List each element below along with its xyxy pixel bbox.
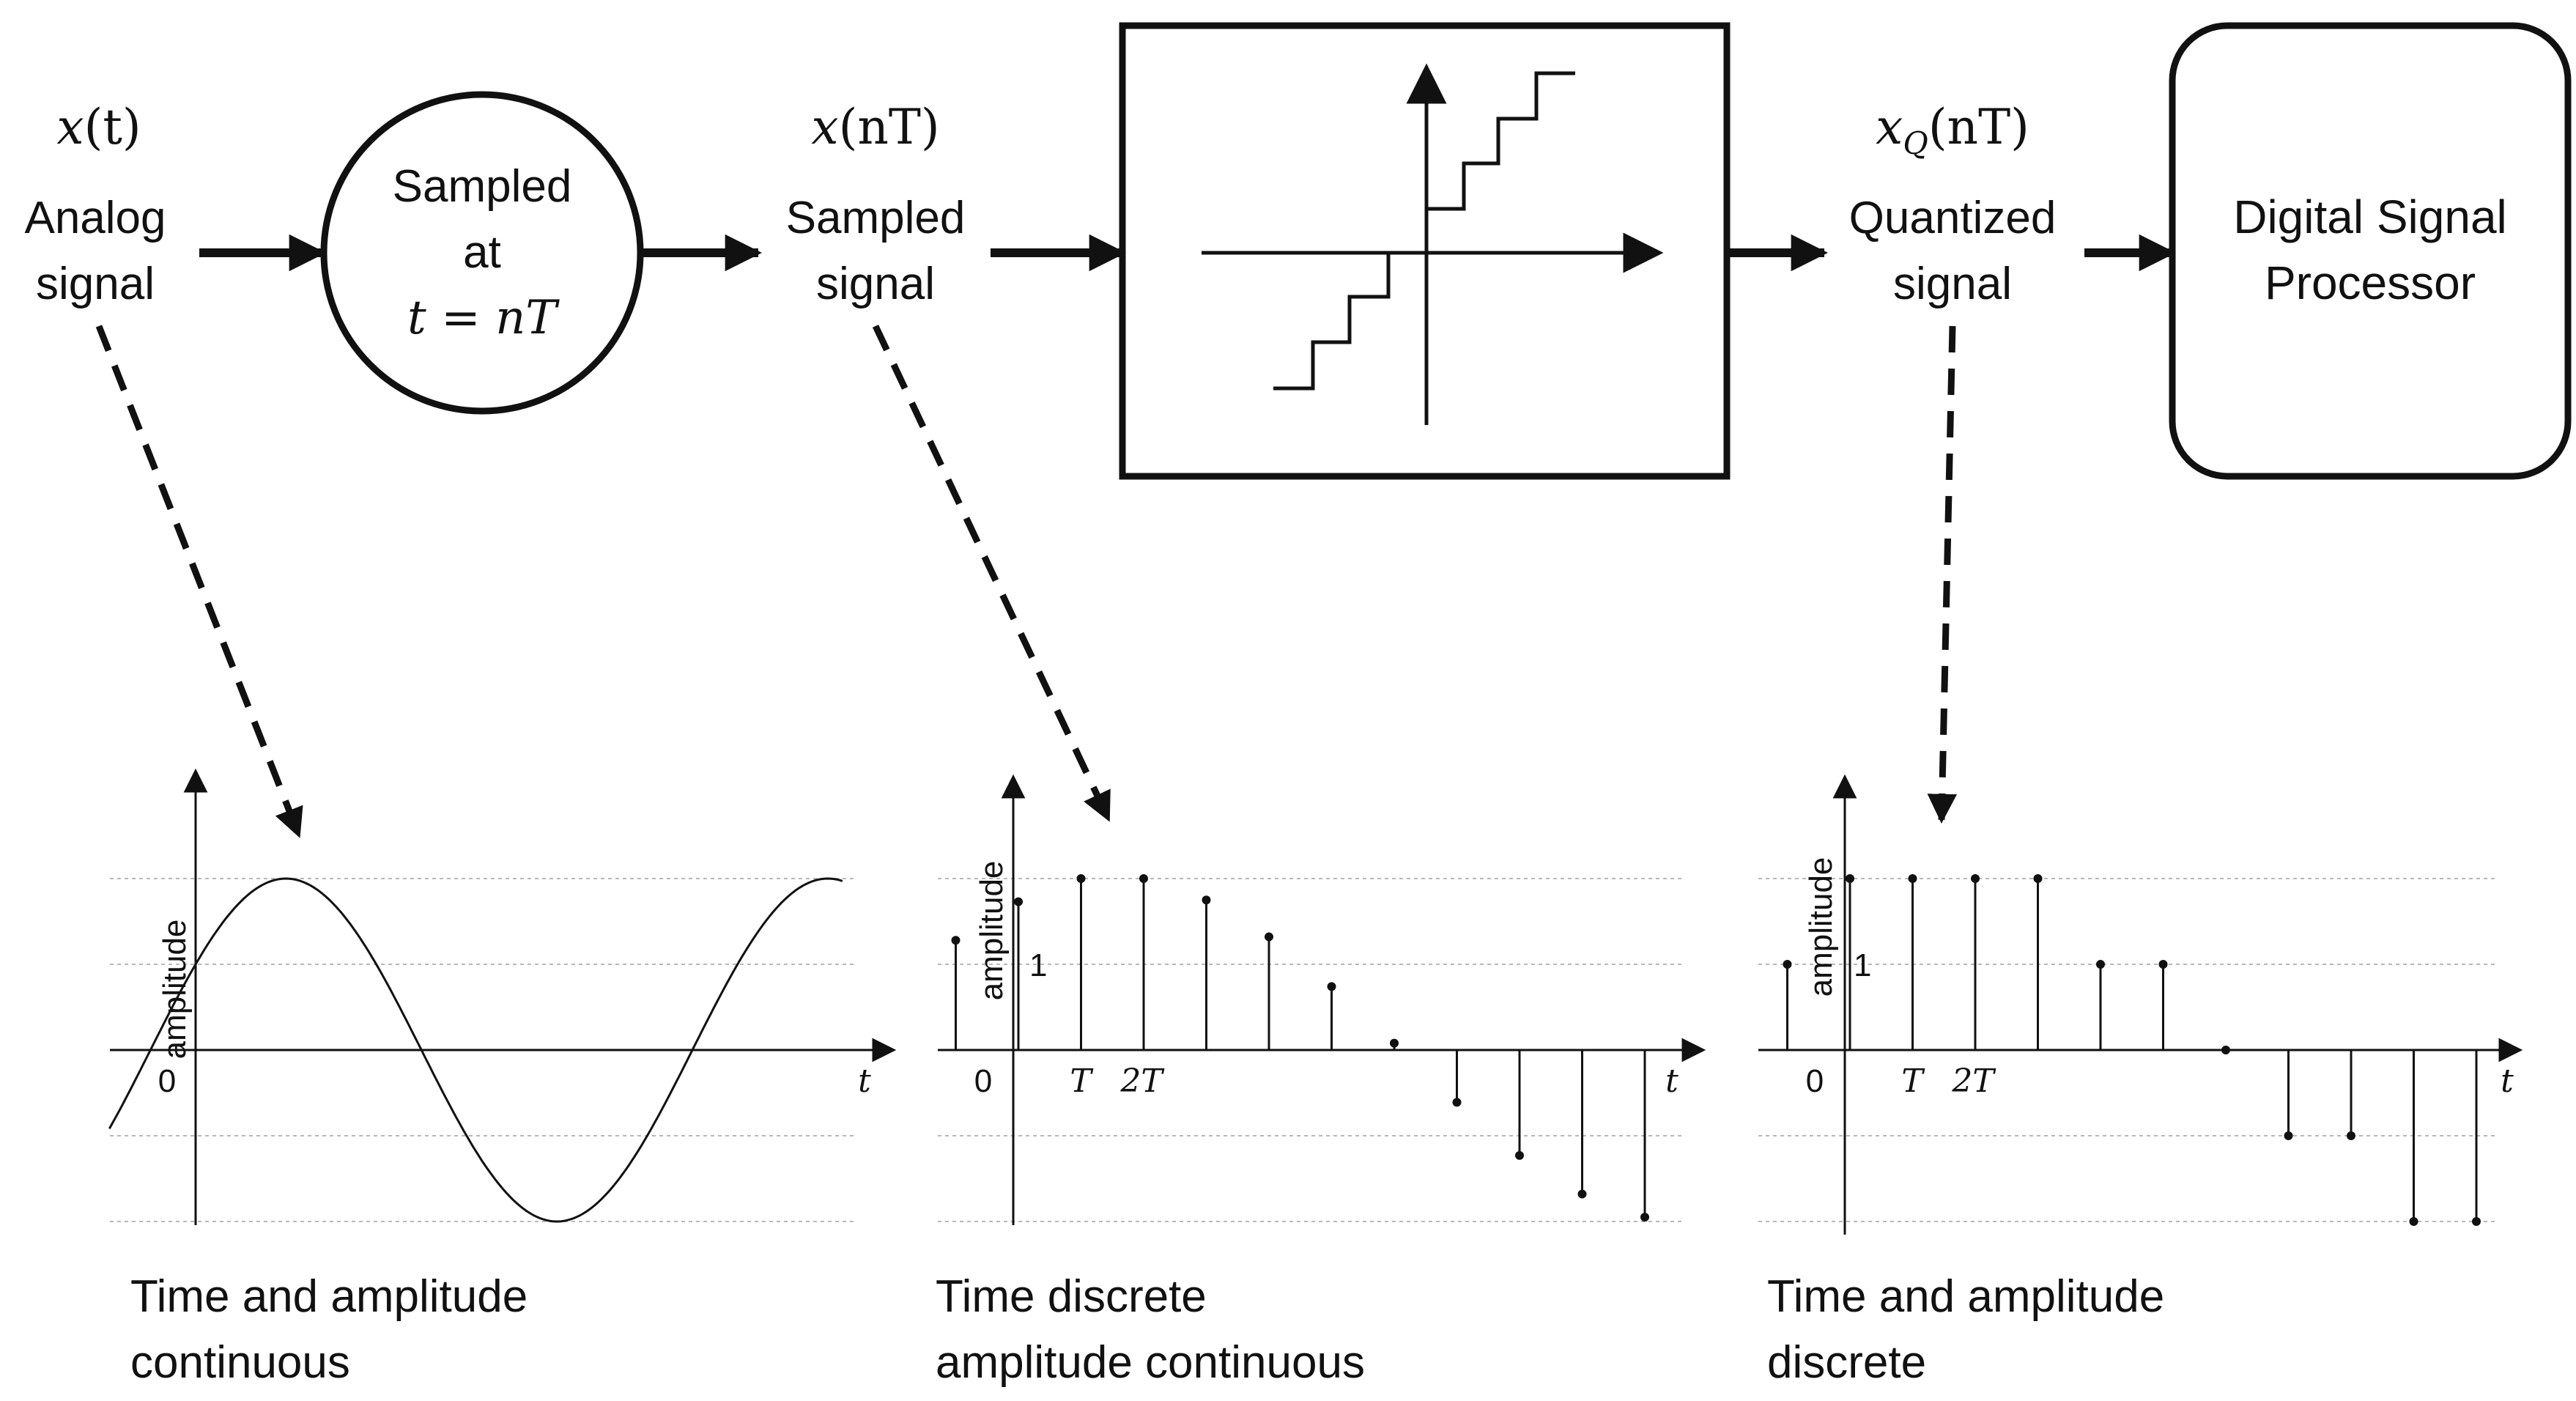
stem-marker: [1452, 1098, 1462, 1107]
plot-sampled-origin-label: 0: [974, 1063, 992, 1099]
quantizer-box: [1119, 22, 1731, 480]
dsp-line1: Digital Signal: [2233, 191, 2507, 243]
stem-marker: [1202, 895, 1211, 905]
plot-quantized-xlabel: t: [2501, 1062, 2514, 1100]
sampler-line1: Sampled: [393, 161, 572, 212]
stem-marker: [2409, 1217, 2418, 1226]
plot-sampled-stems: [951, 874, 1649, 1222]
quantizer-staircase: [1273, 71, 1575, 391]
plot-analog-xlabel: t: [858, 1062, 871, 1100]
stem-marker: [1139, 874, 1148, 883]
plot-sampled-caption-2: amplitude continuous: [936, 1337, 1365, 1388]
analog-line2: signal: [36, 259, 155, 309]
quantized-signal-label: xQ(nT) Quantized signal: [1849, 99, 2057, 309]
stem-marker: [2096, 960, 2105, 969]
stem-marker: [1076, 874, 1086, 883]
stem-marker: [2347, 1131, 2355, 1140]
plot-quantized-tick-T: T: [1901, 1062, 1925, 1100]
plot-quantized: amplitude 1 0 T 2T t Time and amplitude …: [1758, 774, 2523, 1388]
sampled-symbol: x(nT): [811, 99, 939, 155]
plot-sampled: amplitude 1 0 T 2T t Time discrete ampli…: [936, 774, 1706, 1388]
plot-analog-caption-1: Time and amplitude: [130, 1271, 528, 1322]
stem-marker: [2158, 960, 2168, 969]
plot-analog-grid: [110, 878, 857, 1222]
dashed-pointer-quantized: [1927, 325, 1958, 824]
sampler-circle: Sampled at t = nT: [320, 91, 644, 415]
plot-quantized-y1-label: 1: [1854, 947, 1871, 983]
plot-quantized-caption-1: Time and amplitude: [1767, 1271, 2164, 1322]
stem-marker: [951, 936, 961, 945]
sampled-line1: Sampled: [786, 193, 966, 243]
plot-analog-curve: [108, 877, 843, 1223]
plot-quantized-stems: [1783, 874, 2481, 1226]
analog-symbol: x(t): [56, 99, 141, 155]
analog-signal-label: x(t) Analog signal: [24, 99, 166, 309]
plot-quantized-tick-2T: 2T: [1951, 1062, 1996, 1100]
stem-marker: [1265, 932, 1273, 942]
plot-sampled-xlabel: t: [1665, 1062, 1679, 1100]
stem-marker: [2033, 874, 2043, 883]
sampled-line2: signal: [816, 259, 935, 309]
sampled-signal-label: x(nT) Sampled signal: [786, 99, 966, 309]
stem-marker: [1640, 1213, 1649, 1222]
plot-sampled-y1-label: 1: [1029, 947, 1047, 983]
stem-marker: [2472, 1217, 2481, 1226]
analog-signal-curve: [108, 877, 843, 1223]
stem-marker: [1515, 1150, 1524, 1160]
plot-sampled-tick-T: T: [1070, 1062, 1094, 1100]
quantized-line1: Quantized: [1849, 193, 2057, 243]
plot-quantized-caption-2: discrete: [1767, 1337, 1926, 1388]
stem-marker: [1783, 960, 1792, 969]
stem-marker: [1971, 874, 1980, 883]
stem-marker: [2284, 1131, 2293, 1140]
dashed-pointer-sampled: [872, 325, 1112, 822]
dashed-pointer-analog: [95, 325, 303, 838]
plot-quantized-ylabel: amplitude: [1803, 857, 1839, 997]
stem-marker: [1577, 1189, 1587, 1199]
analog-line1: Analog: [24, 193, 166, 243]
quantized-line2: signal: [1893, 259, 2012, 309]
plot-sampled-tick-2T: 2T: [1119, 1062, 1165, 1100]
dsp-box: Digital Signal Processor: [2169, 22, 2572, 480]
stem-marker: [1390, 1038, 1399, 1048]
plot-analog-origin-label: 0: [158, 1063, 176, 1099]
plot-analog: amplitude 0 t Time and amplitude continu…: [108, 768, 897, 1388]
plot-quantized-origin-label: 0: [1806, 1063, 1824, 1099]
stem-marker: [1908, 874, 1917, 883]
sampler-equation: t = nT: [407, 291, 560, 345]
plot-sampled-ylabel: amplitude: [974, 861, 1010, 1001]
quantized-symbol: xQ(nT): [1876, 99, 2029, 161]
stem-marker: [1014, 897, 1023, 906]
plot-quantized-grid: [1758, 878, 2498, 1222]
stem-marker: [1327, 982, 1336, 991]
plot-analog-caption-2: continuous: [130, 1337, 350, 1388]
plot-sampled-caption-1: Time discrete: [936, 1271, 1207, 1322]
sampler-line2: at: [463, 227, 501, 278]
dsp-line2: Processor: [2265, 256, 2476, 309]
plot-analog-ylabel: amplitude: [157, 920, 193, 1060]
stem-marker: [1846, 874, 1854, 883]
